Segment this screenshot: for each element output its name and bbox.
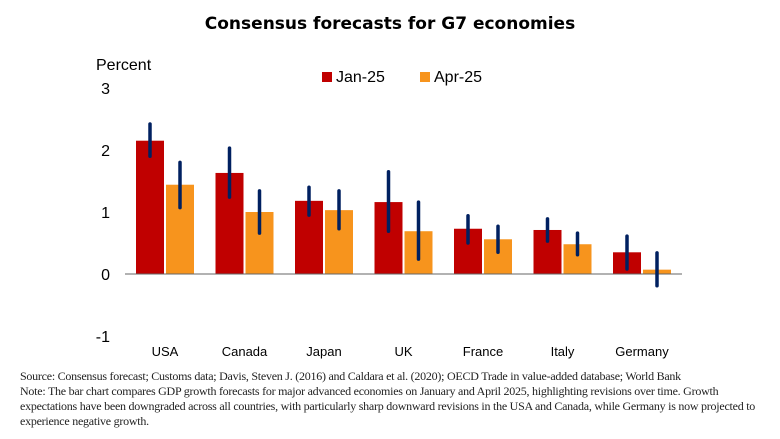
y-tick-label: 1 xyxy=(101,205,110,222)
y-tick-label: -1 xyxy=(96,329,110,346)
y-axis-label: Percent xyxy=(96,57,152,74)
notes: Source: Consensus forecast; Customs data… xyxy=(20,369,770,429)
x-tick-label: France xyxy=(463,344,503,359)
chart-title: Consensus forecasts for G7 economies xyxy=(204,14,576,34)
legend-label: Jan-25 xyxy=(336,69,385,86)
legend-swatch xyxy=(420,72,430,82)
x-tick-label: USA xyxy=(152,344,179,359)
x-tick-label: Italy xyxy=(551,344,575,359)
y-tick-label: 3 xyxy=(101,81,110,98)
source-text: Source: Consensus forecast; Customs data… xyxy=(20,369,681,383)
bar-jan-25-usa xyxy=(136,140,164,274)
x-tick-label: Canada xyxy=(222,344,268,359)
x-tick-label: UK xyxy=(394,344,412,359)
x-tick-label: Germany xyxy=(615,344,669,359)
x-tick-label: Japan xyxy=(306,344,341,359)
y-tick-label: 2 xyxy=(101,143,110,160)
legend-swatch xyxy=(322,72,332,82)
legend-label: Apr-25 xyxy=(434,69,482,86)
y-tick-label: 0 xyxy=(101,267,110,284)
note-text: Note: The bar chart compares GDP growth … xyxy=(20,384,756,428)
bar-chart: Percent 3 2 1 0 -1 Jan-25 Apr-25 USA Canada Japan U… xyxy=(96,57,682,359)
